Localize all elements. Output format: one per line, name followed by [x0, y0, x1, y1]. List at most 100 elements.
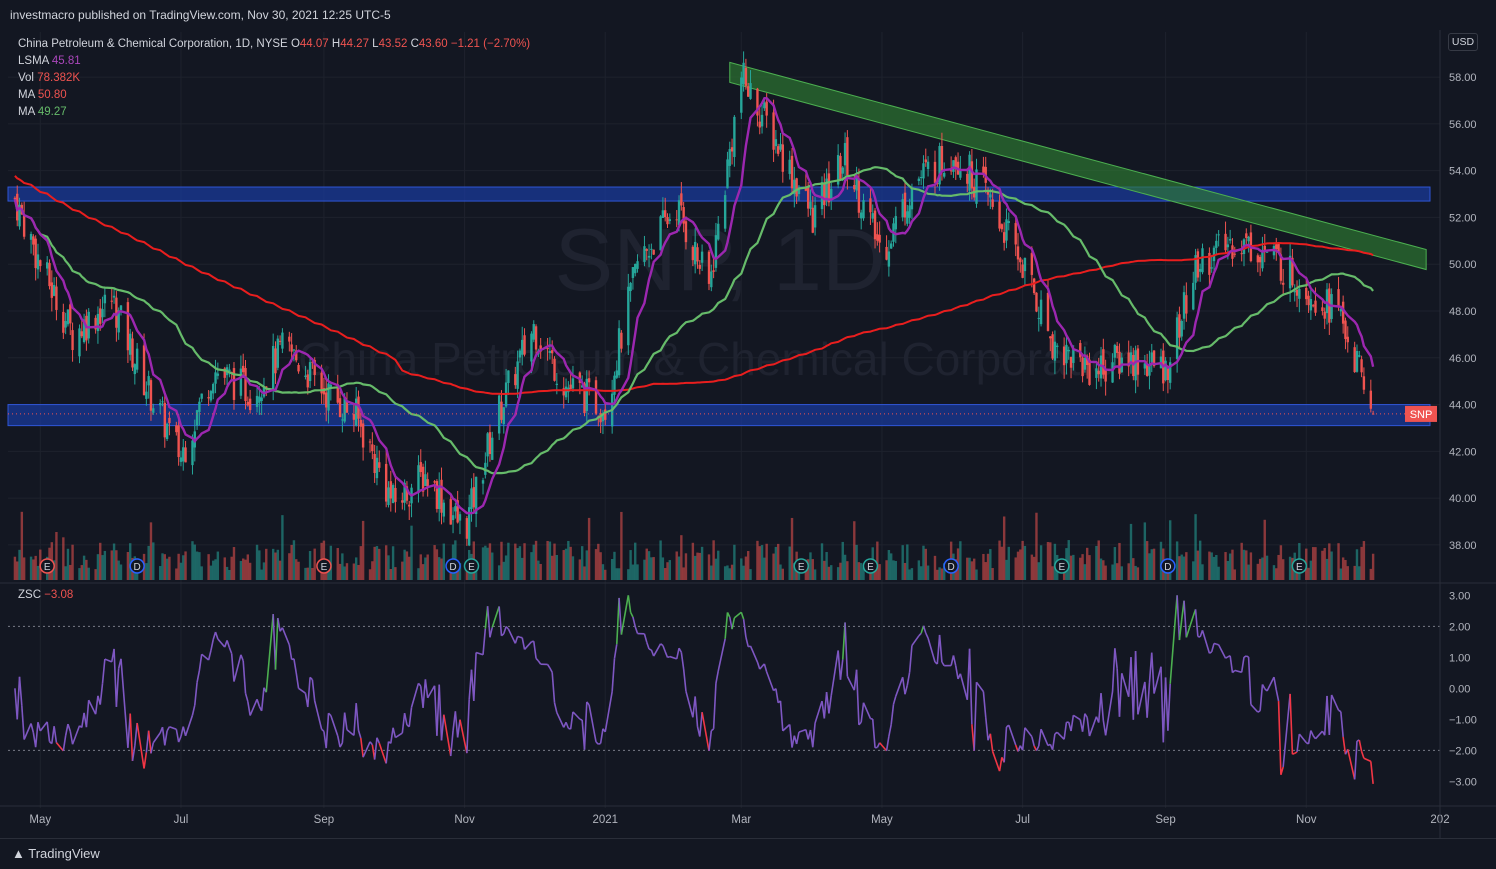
candle-body: [470, 488, 472, 509]
volume-bar: [147, 546, 149, 580]
volume-bar: [145, 563, 147, 580]
zsc-segment: [760, 666, 762, 669]
volume-bar: [710, 566, 712, 580]
zsc-segment: [566, 722, 568, 728]
zsc-segment: [589, 705, 596, 742]
volume-bar: [959, 541, 961, 580]
volume-bar: [1148, 553, 1150, 580]
volume-bar: [214, 559, 216, 580]
volume-bar: [779, 564, 781, 580]
zsc-segment: [970, 649, 972, 725]
candle-body: [636, 261, 638, 269]
candle-body: [846, 137, 848, 179]
y-tick-label: 56.00: [1449, 119, 1477, 131]
candle-body: [1001, 224, 1003, 229]
volume-bar: [376, 546, 378, 580]
volume-bar: [385, 545, 387, 580]
candle-body: [941, 146, 943, 172]
candle-body: [613, 376, 615, 395]
volume-bar: [1277, 555, 1279, 580]
currency-button[interactable]: USD: [1448, 33, 1478, 51]
zsc-segment: [199, 654, 201, 670]
zsc-segment: [910, 646, 912, 673]
volume-bar: [1324, 548, 1326, 580]
candle-body: [971, 161, 973, 188]
volume-bar: [484, 546, 486, 580]
volume-bar: [782, 569, 784, 580]
volume-bar: [613, 552, 615, 580]
candle-body: [129, 334, 131, 355]
candle-body: [1314, 301, 1316, 313]
volume-bar: [890, 553, 892, 580]
zsc-segment: [555, 703, 557, 713]
volume-bar: [168, 557, 170, 580]
zsc-segment: [734, 612, 741, 618]
zsc-segment: [31, 724, 33, 733]
candle-body: [535, 326, 537, 349]
zsc-tick-label: 2.00: [1449, 621, 1470, 633]
zsc-segment: [596, 742, 598, 744]
candle-body: [920, 177, 922, 178]
volume-bar: [1095, 546, 1097, 580]
x-tick-label: Jul: [174, 814, 189, 826]
volume-bar: [565, 549, 567, 580]
zsc-segment: [1295, 752, 1297, 753]
chart-frame[interactable]: SNP, 1D China Petroleum & Chemical Corpo…: [0, 30, 1496, 838]
candle-body: [895, 216, 897, 229]
candle-body: [1118, 352, 1120, 374]
volume-bar: [1081, 554, 1083, 580]
candle-body: [1197, 251, 1199, 277]
volume-bar: [1321, 551, 1323, 580]
volume-bar: [569, 547, 571, 580]
candle-body: [466, 518, 468, 539]
volume-bar: [1102, 560, 1104, 580]
volume-bar: [985, 562, 987, 580]
candle-body: [1114, 345, 1116, 358]
candle-body: [1178, 314, 1180, 337]
legend-ma1-row: MA 50.80: [18, 87, 530, 104]
candle-body: [749, 83, 751, 99]
candle-body: [955, 157, 957, 167]
volume-bar: [1051, 566, 1053, 580]
zsc-segment: [504, 627, 506, 634]
zsc-segment: [647, 642, 649, 649]
candle-body: [293, 350, 295, 351]
volume-bar: [392, 546, 394, 580]
candle-body: [902, 199, 904, 217]
candle-body: [1047, 293, 1049, 331]
zsc-segment: [518, 636, 520, 637]
volume-bar: [1199, 541, 1201, 580]
candle-body: [392, 485, 394, 503]
volume-bar: [648, 551, 650, 580]
volume-bar: [546, 541, 548, 580]
volume-bar: [180, 563, 182, 580]
candle-body: [676, 219, 678, 220]
volume-bar: [274, 553, 276, 580]
candle-body: [1005, 219, 1007, 240]
candle-body: [260, 398, 262, 401]
zsc-segment: [391, 728, 393, 744]
volume-bar: [309, 551, 311, 580]
volume-bar: [498, 565, 500, 580]
zsc-segment: [1364, 758, 1371, 761]
zsc-segment: [1202, 630, 1209, 653]
candle-body: [742, 63, 744, 84]
candle-body: [717, 224, 719, 240]
volume-bar: [652, 557, 654, 580]
volume-bar: [258, 550, 260, 580]
candle-body: [452, 515, 454, 520]
candle-body: [708, 252, 710, 284]
candle-body: [664, 210, 666, 217]
volume-bar: [281, 515, 283, 580]
zsc-segment: [66, 724, 68, 736]
candle-body: [556, 384, 558, 385]
zsc-segment: [1359, 740, 1361, 751]
zsc-segment: [635, 627, 637, 634]
volume-bar: [567, 541, 569, 580]
volume-bar: [749, 569, 751, 580]
zsc-segment: [764, 664, 766, 672]
chart-svg[interactable]: SNP, 1D China Petroleum & Chemical Corpo…: [0, 30, 1496, 838]
zsc-segment: [612, 659, 614, 692]
volume-bar: [1192, 561, 1194, 580]
candle-body: [627, 287, 629, 345]
